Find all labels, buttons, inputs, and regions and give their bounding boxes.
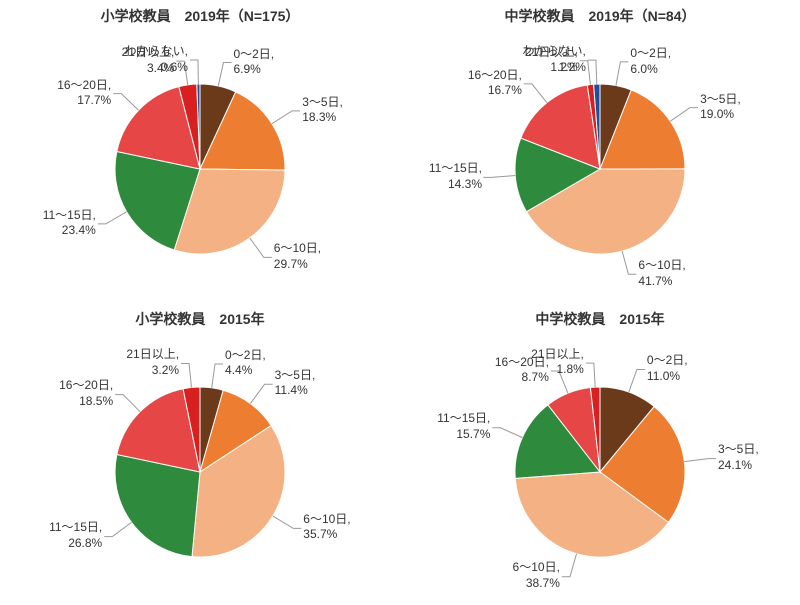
slice-label-text: 21日以上, bbox=[531, 347, 584, 361]
leader-line bbox=[670, 108, 698, 122]
leader-line bbox=[562, 553, 577, 576]
pie-chart bbox=[0, 303, 400, 605]
slice-label-text: 11～15日, bbox=[429, 161, 482, 175]
slice-label: 6～10日, 41.7% bbox=[638, 258, 718, 289]
leader-line bbox=[181, 363, 191, 387]
leader-line bbox=[492, 427, 522, 437]
leader-line bbox=[483, 176, 515, 178]
slice-label-value: 24.1% bbox=[718, 458, 752, 472]
slice-label-value: 19.0% bbox=[700, 107, 734, 121]
leader-line bbox=[113, 94, 138, 111]
leader-line bbox=[524, 84, 547, 103]
slice-label-text: 0～2日, bbox=[647, 353, 688, 367]
slice-label-value: 0.6% bbox=[161, 60, 188, 74]
leader-line bbox=[272, 111, 300, 124]
slice-label-text: 0～2日, bbox=[225, 348, 266, 362]
slice-label-value: 14.3% bbox=[448, 177, 482, 191]
chart-grid: 小学校教員 2019年（N=175） 0～2日,6.9%3～5日,18.3%6～… bbox=[0, 0, 800, 605]
slice-label-text: 11～15日, bbox=[49, 520, 102, 534]
slice-label: 11～15日, 26.8% bbox=[22, 520, 102, 551]
slice-label: 0～2日,6.9% bbox=[233, 47, 313, 78]
slice-label-value: 15.7% bbox=[456, 427, 490, 441]
slice-label-text: 3～5日, bbox=[275, 368, 316, 382]
slice-label: 0～2日, 6.0% bbox=[630, 46, 710, 77]
slice-label: 3～5日, 24.1% bbox=[718, 442, 798, 473]
slice-label-text: 6～10日, bbox=[274, 241, 321, 255]
slice-label: 0～2日, 11.0% bbox=[647, 353, 727, 384]
slice-label-value: 18.5% bbox=[79, 394, 113, 408]
slice-label-value: 38.7% bbox=[526, 576, 560, 590]
slice-label-value: 1.2% bbox=[559, 60, 586, 74]
slice-label-text: 3～5日, bbox=[302, 95, 343, 109]
slice-label-text: 6～10日, bbox=[513, 560, 560, 574]
slice-label-text: 21日以上, bbox=[126, 347, 179, 361]
slice-label-value: 26.8% bbox=[68, 536, 102, 550]
slice-label-value: 11.0% bbox=[647, 369, 680, 383]
slice-label-text: 11～15日, bbox=[437, 411, 490, 425]
slice-label: 11～15日, 15.7% bbox=[410, 411, 490, 442]
slice-label-value: 18.3% bbox=[302, 110, 336, 124]
leader-line bbox=[98, 212, 127, 224]
slice-label-value: 17.7% bbox=[77, 93, 111, 107]
slice-label-value: 29.7% bbox=[274, 257, 308, 271]
leader-line bbox=[104, 522, 131, 536]
slice-label-text: 11～15日, bbox=[43, 208, 96, 222]
slice-label-text: 6～10日, bbox=[303, 512, 350, 526]
slice-label: 21日以上, 3.2% bbox=[99, 347, 179, 378]
leader-line bbox=[212, 364, 223, 388]
chart-cell-elem-2015: 小学校教員 2015年 0～2日,4.4%3～5日,11.4%6～10日,35.… bbox=[0, 303, 400, 605]
slice-label: 3～5日,18.3% bbox=[302, 95, 382, 126]
slice-label-text: 0～2日, bbox=[630, 46, 671, 60]
leader-line bbox=[218, 63, 231, 86]
slice-label: 16～20日,17.7% bbox=[31, 78, 111, 109]
slice-label: 3～5日,11.4% bbox=[275, 368, 355, 399]
slice-label-value: 4.4% bbox=[225, 363, 252, 377]
slice-label-value: 16.7% bbox=[488, 83, 522, 97]
pie-chart bbox=[400, 0, 800, 302]
slice-label: 21日以上,1.8% bbox=[504, 347, 584, 378]
leader-line bbox=[629, 369, 645, 392]
leader-line bbox=[684, 458, 716, 461]
slice-label-text: わからない, bbox=[125, 44, 188, 58]
chart-cell-elem-2019: 小学校教員 2019年（N=175） 0～2日,6.9%3～5日,18.3%6～… bbox=[0, 0, 400, 303]
slice-label: わからない, 1.2% bbox=[506, 44, 586, 75]
slice-label: 6～10日,35.7% bbox=[303, 512, 383, 543]
slice-label-text: 3～5日, bbox=[718, 442, 759, 456]
leader-line bbox=[115, 394, 140, 411]
slice-label-text: わからない, bbox=[523, 44, 586, 58]
slice-label: 3～5日,19.0% bbox=[700, 92, 780, 123]
slice-label-value: 23.4% bbox=[62, 223, 96, 237]
slice-label-value: 6.0% bbox=[630, 62, 657, 76]
slice-label-text: 3～5日, bbox=[700, 92, 741, 106]
slice-label-text: 16～20日, bbox=[57, 78, 111, 92]
slice-label-value: 35.7% bbox=[303, 527, 337, 541]
slice-label: 6～10日, 38.7% bbox=[480, 560, 560, 591]
leader-line bbox=[250, 238, 272, 257]
slice-label-value: 41.7% bbox=[638, 274, 672, 288]
slice-label-text: 16～20日, bbox=[59, 378, 113, 392]
slice-label: わからない, 0.6% bbox=[108, 44, 188, 75]
slice-label: 16～20日, 18.5% bbox=[33, 378, 113, 409]
slice-label-text: 6～10日, bbox=[638, 258, 685, 272]
slice-label-text: 0～2日, bbox=[233, 47, 274, 61]
leader-line bbox=[586, 363, 595, 387]
chart-cell-jhs-2015: 中学校教員 2015年 0～2日,11.0%3～5日,24.1%6～10日,38… bbox=[400, 303, 800, 605]
leader-line bbox=[250, 384, 272, 403]
slice-label: 11～15日,23.4% bbox=[16, 208, 96, 239]
slice-label: 6～10日, 29.7% bbox=[274, 241, 354, 272]
leader-line bbox=[616, 62, 628, 86]
chart-cell-jhs-2019: 中学校教員 2019年（N=84） 0～2日,6.0%3～5日,19.0%6～1… bbox=[400, 0, 800, 303]
leader-line bbox=[190, 60, 198, 84]
slice-label-value: 11.4% bbox=[275, 383, 308, 397]
slice-label-value: 3.2% bbox=[152, 363, 179, 377]
slice-label: 11～15日, 14.3% bbox=[402, 161, 482, 192]
leader-line bbox=[273, 515, 302, 527]
leader-line bbox=[622, 251, 636, 274]
slice-label-value: 6.9% bbox=[233, 62, 260, 76]
slice-label-value: 1.8% bbox=[556, 362, 583, 376]
